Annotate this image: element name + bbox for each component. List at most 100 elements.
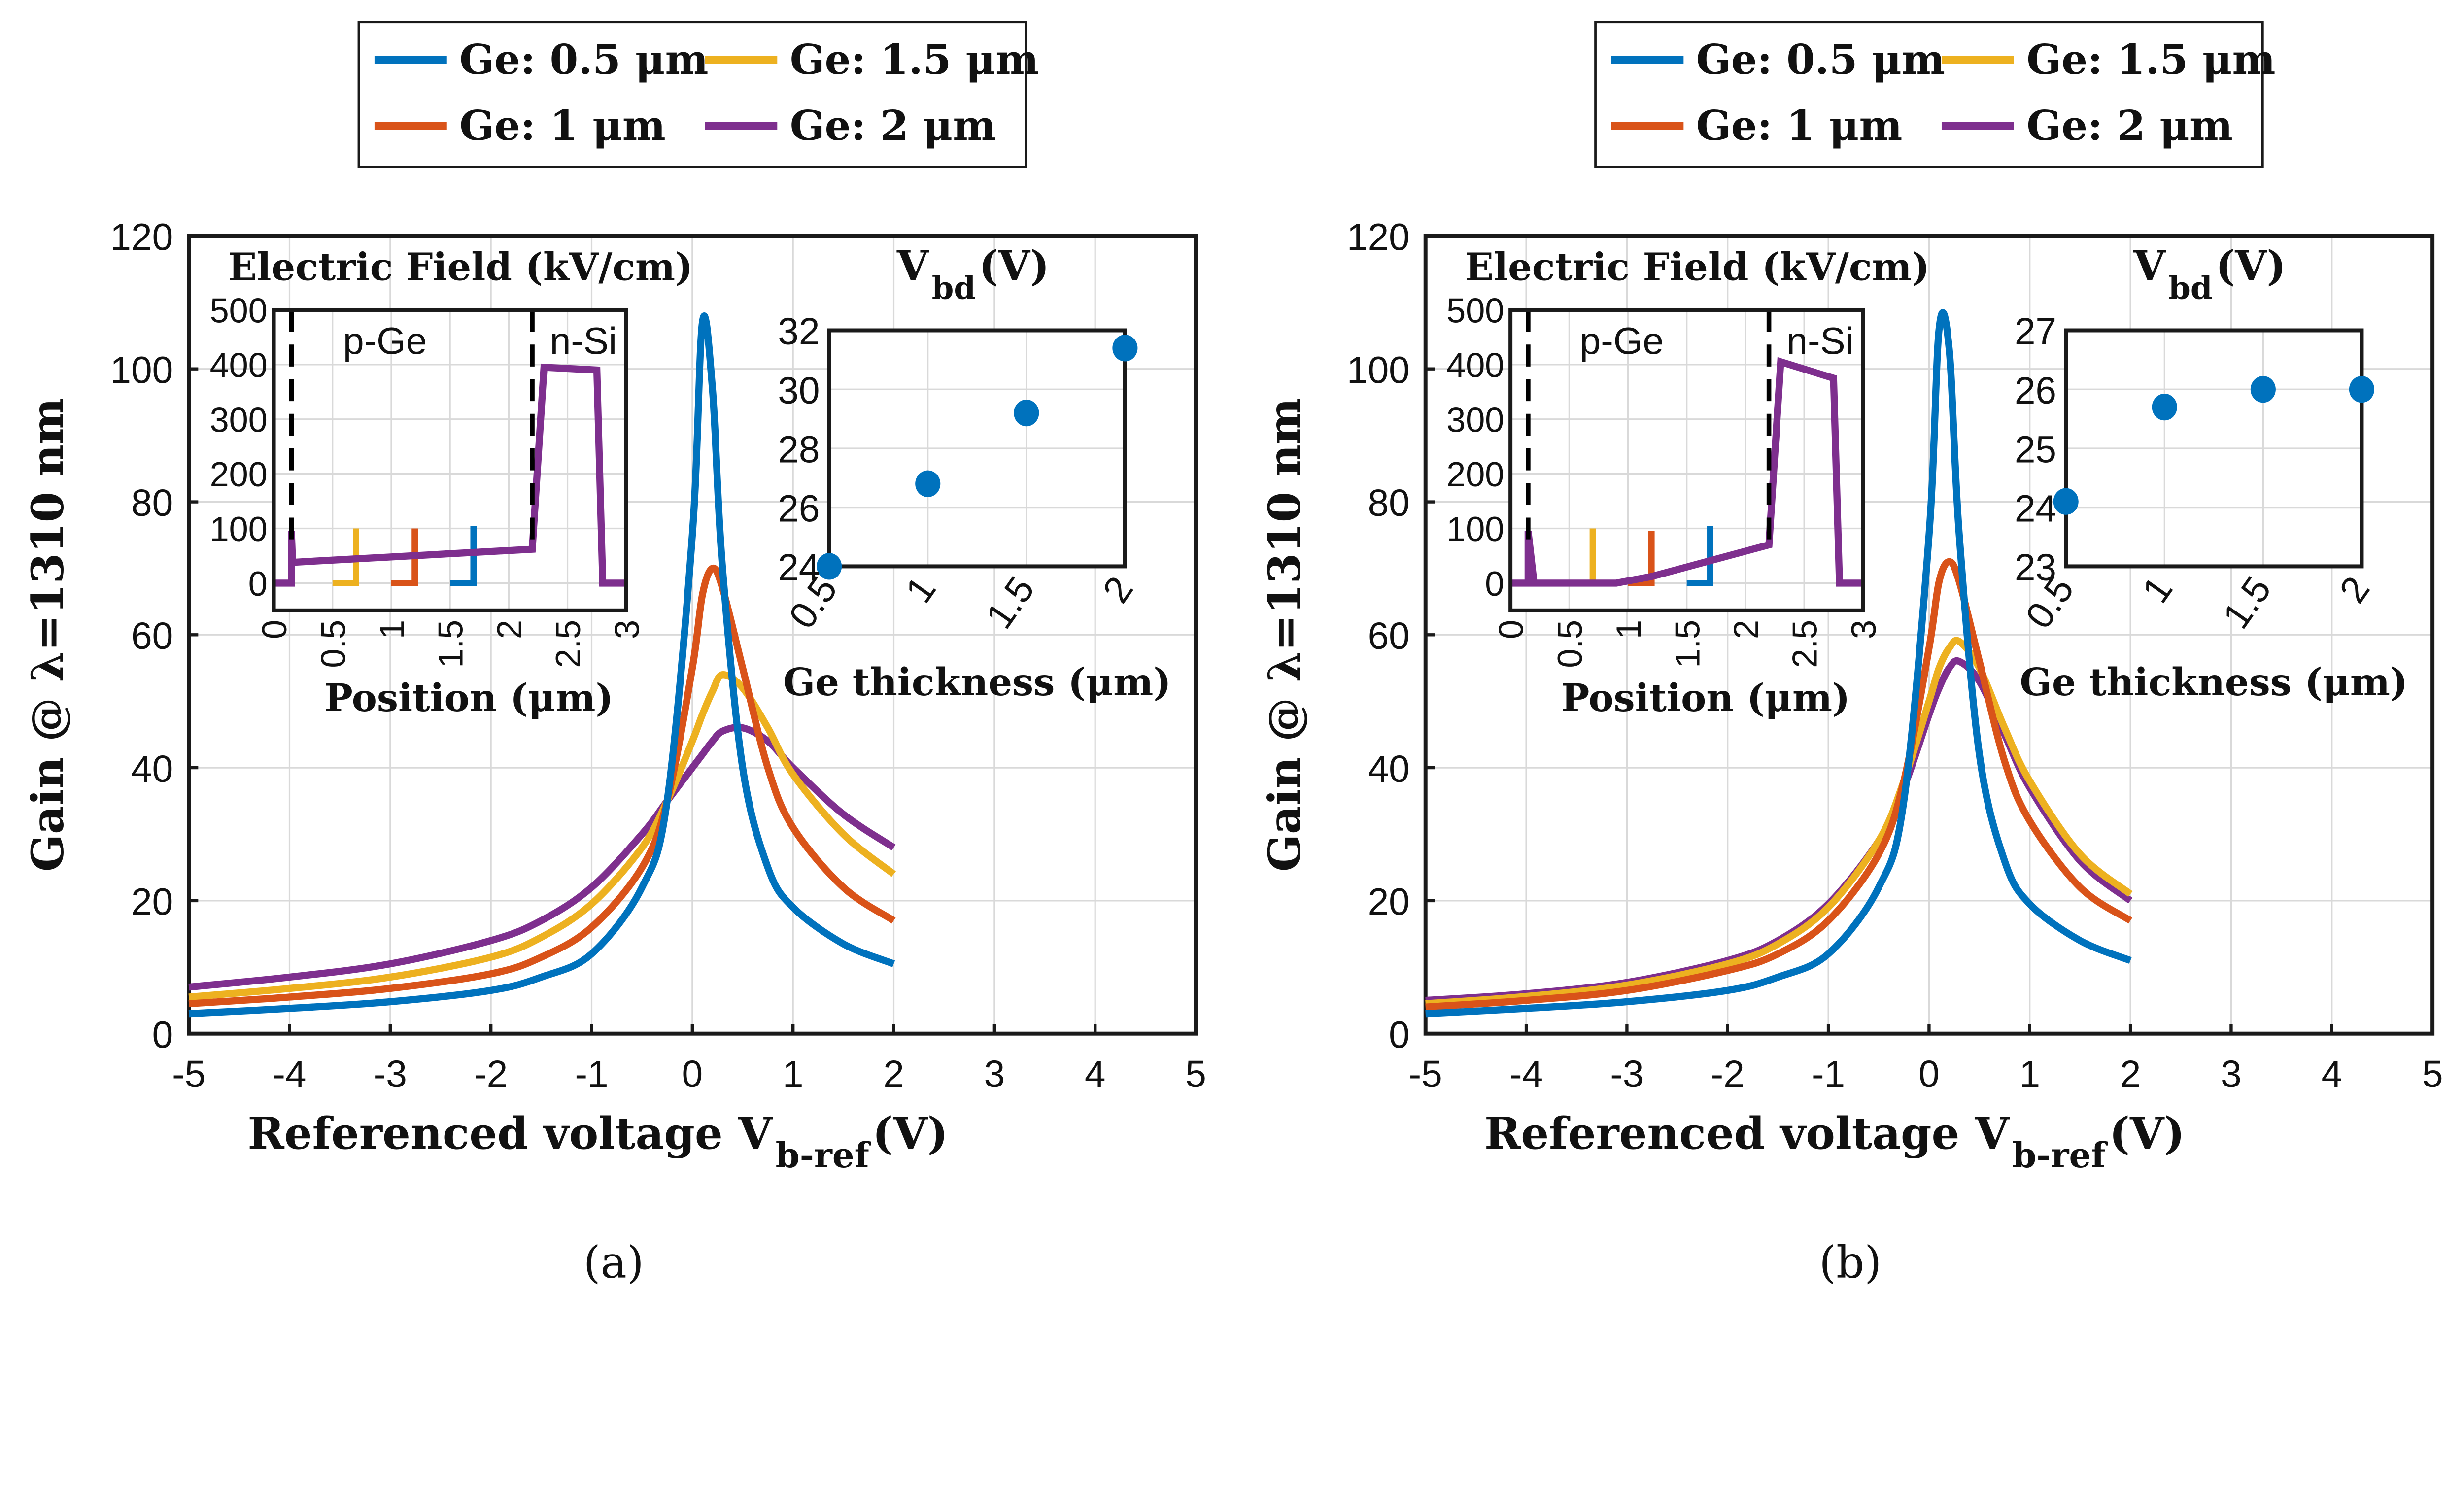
x-tick-label: 3 — [1844, 620, 1883, 639]
y-tick-label: 200 — [210, 455, 268, 494]
x-tick-label: -4 — [1509, 1053, 1543, 1095]
y-tick-label: 26 — [778, 488, 820, 530]
inset-title-unit: (V) — [979, 241, 1049, 290]
panel-caption: (a) — [583, 1237, 644, 1289]
y-tick-label: 0 — [1485, 564, 1504, 603]
x-tick-label: 1.5 — [431, 620, 470, 668]
x-tick-label: -5 — [172, 1053, 205, 1095]
y-tick-label: 300 — [210, 400, 268, 439]
x-axis-label: Referenced voltage V — [247, 1108, 773, 1159]
x-tick-label: 1 — [373, 620, 411, 639]
series-line-yellow — [188, 671, 896, 1001]
x-tick-label: 2.5 — [548, 620, 587, 668]
x-tick-label: 0 — [1918, 1053, 1940, 1095]
field-line-blue — [450, 525, 477, 586]
y-tick-label: 80 — [1368, 482, 1410, 524]
y-tick-label: 20 — [131, 882, 173, 923]
x-tick-label: 2 — [1726, 620, 1765, 639]
y-tick-label: 500 — [210, 291, 268, 330]
y-tick-label: 60 — [131, 615, 173, 657]
y-tick-label: 40 — [1368, 748, 1410, 790]
x-tick-label: -1 — [1812, 1053, 1845, 1095]
x-tick-label: -2 — [1711, 1053, 1745, 1095]
x-tick-label: -2 — [474, 1053, 508, 1095]
y-tick-label: 20 — [1368, 882, 1410, 923]
inset-x-label: Ge thickness (μm) — [2019, 660, 2408, 705]
field-line-blue — [1686, 525, 1713, 586]
vbd-data-point — [1112, 335, 1138, 362]
field-line-orange — [391, 528, 418, 586]
vbd-data-point — [2152, 394, 2177, 421]
y-tick-label: 400 — [1446, 345, 1504, 384]
x-tick-label: 2 — [2120, 1053, 2141, 1095]
x-tick-label: 0.5 — [313, 620, 352, 668]
y-tick-label: 25 — [2015, 429, 2056, 471]
y-tick-label: 0 — [248, 564, 268, 603]
x-tick-label: 2.5 — [1785, 620, 1824, 668]
panel-b: -5 -4 -3 -2 -1 0 1 2 3 4 5020406080100120Reference… — [1259, 21, 2443, 1289]
inset-x-label: Position (μm) — [1561, 676, 1850, 720]
y-tick-label: 24 — [2015, 488, 2056, 530]
x-tick-label: 2 — [2331, 569, 2378, 611]
vbd-data-point — [2349, 376, 2375, 403]
y-tick-label: 100 — [110, 349, 173, 391]
vbd-data-point — [915, 470, 941, 497]
x-tick-label: 0 — [1492, 620, 1531, 639]
legend-entry: Ge: 1.5 μm — [790, 35, 1039, 84]
y-tick-label: 120 — [1347, 217, 1410, 259]
y-tick-label: 30 — [778, 370, 820, 412]
region-label-p-ge: p-Ge — [1580, 320, 1664, 362]
inset-title: V — [896, 241, 929, 290]
x-tick-label: 5 — [1185, 1053, 1206, 1095]
x-tick-label: 1 — [898, 569, 944, 611]
inset-title-sub: bd — [2168, 270, 2212, 307]
y-tick-label: 500 — [1446, 291, 1504, 330]
inset-electric-field: 0 100 200 300 400 500 0 0.5 1 1.5 2 2.5 3 p-Ge n-Si Ele… — [210, 245, 693, 720]
series-line-blue — [1425, 309, 2132, 1018]
legend-entry: Ge: 0.5 μm — [1696, 35, 1945, 84]
y-tick-label: 80 — [131, 482, 173, 524]
y-tick-label: 40 — [131, 748, 173, 790]
x-tick-label: 4 — [1085, 1053, 1106, 1095]
x-tick-label: 0 — [255, 620, 294, 639]
x-tick-label: -5 — [1409, 1053, 1442, 1095]
x-tick-label: 2 — [1095, 569, 1141, 611]
x-tick-label: 1 — [2134, 569, 2181, 611]
vbd-data-point — [2053, 488, 2079, 515]
series-line-blue — [188, 312, 895, 1018]
x-tick-label: 2 — [883, 1053, 904, 1095]
x-tick-label: -3 — [1610, 1053, 1643, 1095]
x-tick-label: 1 — [783, 1053, 804, 1095]
x-axis-label-unit: (V) — [872, 1108, 948, 1159]
legend-entry: Ge: 1.5 μm — [2026, 35, 2275, 84]
region-label-p-ge: p-Ge — [343, 320, 427, 362]
inset-title: Electric Field (kV/cm) — [1465, 245, 1930, 289]
legend-entry: Ge: 2 μm — [790, 102, 996, 150]
y-tick-label: 0 — [1389, 1014, 1410, 1056]
x-axis-label-sub: b-ref — [776, 1135, 871, 1176]
x-tick-label: -3 — [374, 1053, 407, 1095]
x-tick-label: 0.5 — [1550, 620, 1589, 668]
y-tick-label: 32 — [778, 311, 820, 353]
y-axis-label: Gain @ λ=1310 nm — [22, 398, 74, 872]
x-tick-label: 1.5 — [978, 569, 1043, 636]
inset-axes-box — [272, 307, 628, 612]
x-axis-label-unit: (V) — [2109, 1108, 2185, 1159]
inset-axes-box — [2064, 328, 2364, 569]
legend-entry: Ge: 1 μm — [1696, 102, 1902, 150]
x-axis-label: Referenced voltage V — [1484, 1108, 2010, 1159]
y-tick-label: 300 — [1446, 400, 1504, 439]
y-tick-label: 24 — [778, 547, 820, 589]
legend-entry: Ge: 2 μm — [2026, 102, 2232, 150]
x-tick-label: 1.5 — [2215, 569, 2280, 636]
vbd-data-point — [2250, 376, 2276, 403]
legend-entry: Ge: 0.5 μm — [459, 35, 708, 84]
x-tick-label: 2 — [490, 620, 529, 639]
figure: -5 -4 -3 -2 -1 0 1 2 3 4 5020406080100120Reference… — [22, 21, 2443, 1289]
y-tick-label: 26 — [2015, 370, 2056, 412]
field-line-purple — [274, 363, 626, 587]
y-tick-label: 0 — [152, 1014, 173, 1056]
y-axis-label: Gain @ λ=1310 nm — [1259, 398, 1310, 872]
x-tick-label: 3 — [607, 620, 646, 639]
